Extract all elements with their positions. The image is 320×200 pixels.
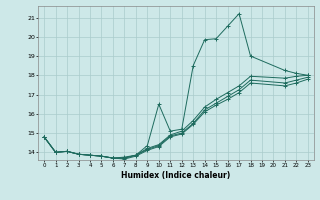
X-axis label: Humidex (Indice chaleur): Humidex (Indice chaleur) [121, 171, 231, 180]
